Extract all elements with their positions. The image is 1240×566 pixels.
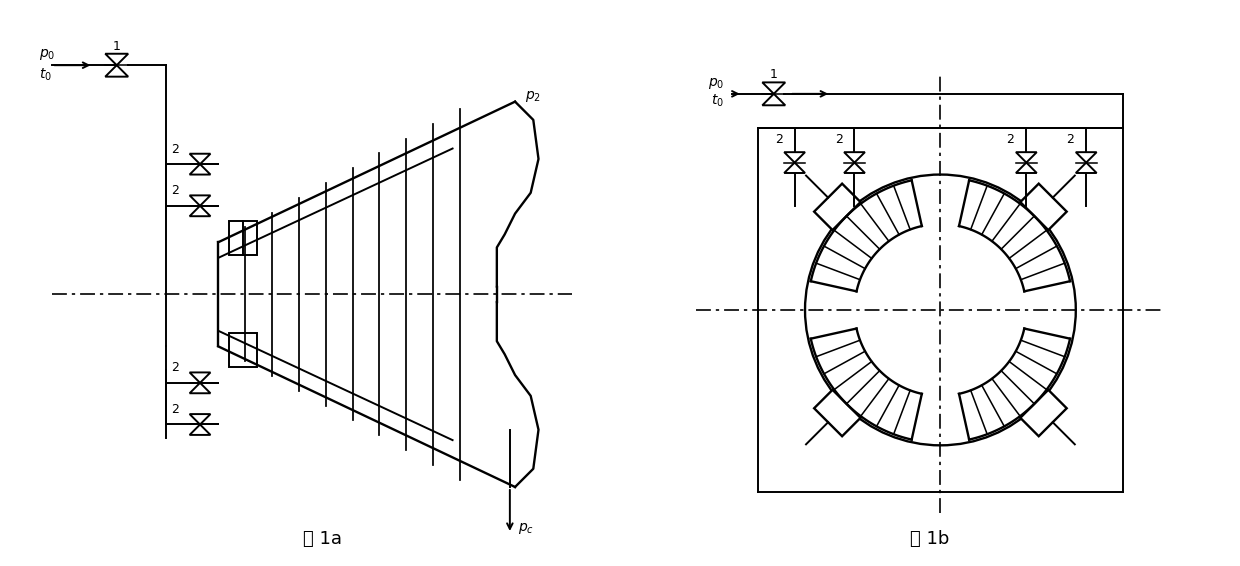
Text: $p_c$: $p_c$ — [517, 521, 533, 536]
Polygon shape — [1021, 183, 1066, 230]
Polygon shape — [815, 183, 861, 230]
Polygon shape — [1021, 390, 1066, 436]
Text: 2: 2 — [171, 185, 180, 198]
Text: 2: 2 — [171, 403, 180, 416]
Text: 2: 2 — [171, 143, 180, 156]
Text: $p_2$: $p_2$ — [526, 89, 542, 104]
Text: $t_0$: $t_0$ — [712, 92, 724, 109]
Text: 2: 2 — [171, 361, 180, 374]
Text: 1: 1 — [770, 68, 777, 82]
Text: $p_0$: $p_0$ — [38, 48, 55, 62]
Text: 2: 2 — [1007, 134, 1014, 147]
Text: 2: 2 — [1066, 134, 1074, 147]
Text: $t_0$: $t_0$ — [38, 66, 52, 83]
Text: 2: 2 — [835, 134, 843, 147]
Text: 图 1a: 图 1a — [303, 530, 342, 548]
Bar — [228, 221, 258, 255]
Text: 1: 1 — [113, 40, 120, 53]
Text: 2: 2 — [775, 134, 782, 147]
Text: $p_0$: $p_0$ — [708, 76, 724, 91]
Text: 图 1b: 图 1b — [910, 530, 950, 548]
Polygon shape — [815, 390, 861, 436]
Bar — [228, 333, 258, 367]
